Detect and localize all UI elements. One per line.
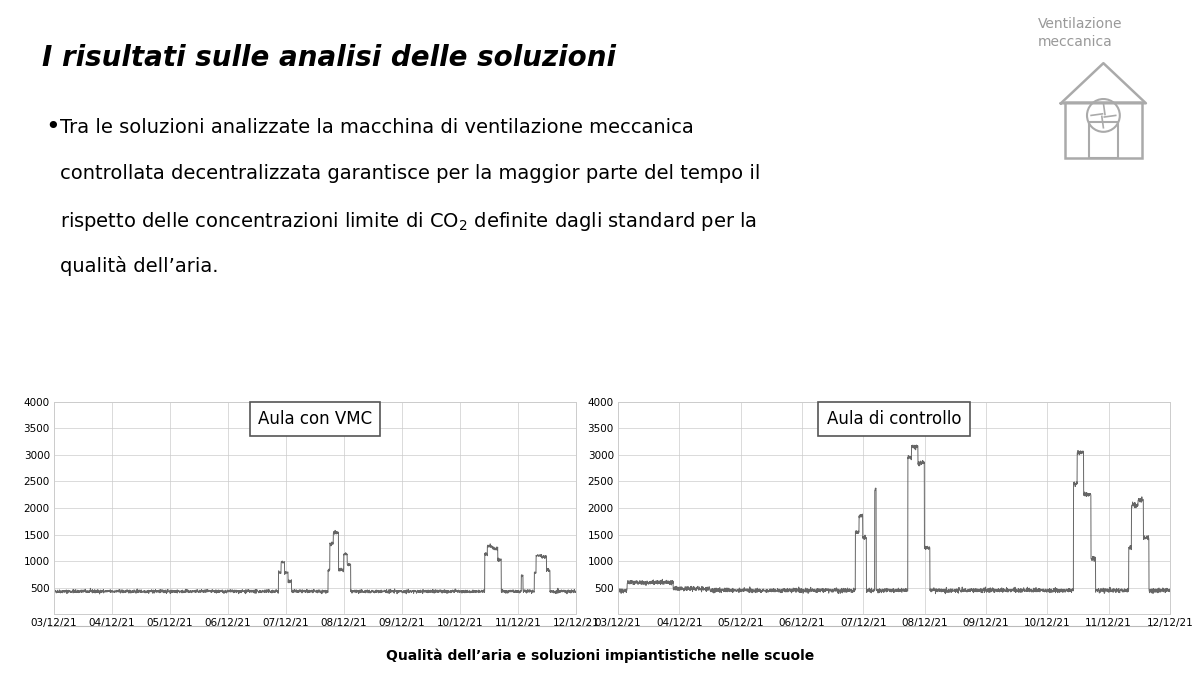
Text: Qualità dell’aria e soluzioni impiantistiche nelle scuole: Qualità dell’aria e soluzioni impiantist…	[386, 649, 814, 663]
Text: meccanica: meccanica	[1038, 35, 1112, 49]
Bar	[1088, 122, 1118, 158]
Text: Aula con VMC: Aula con VMC	[258, 410, 372, 428]
Text: Aula di controllo: Aula di controllo	[827, 410, 961, 428]
Bar	[1064, 102, 1142, 158]
Text: •: •	[46, 115, 60, 139]
Text: rispetto delle concentrazioni limite di CO$_2$ definite dagli standard per la: rispetto delle concentrazioni limite di …	[60, 210, 757, 233]
Text: qualità dell’aria.: qualità dell’aria.	[60, 256, 218, 276]
Text: controllata decentralizzata garantisce per la maggior parte del tempo il: controllata decentralizzata garantisce p…	[60, 164, 761, 183]
Text: I risultati sulle analisi delle soluzioni: I risultati sulle analisi delle soluzion…	[42, 44, 616, 72]
Text: Tra le soluzioni analizzate la macchina di ventilazione meccanica: Tra le soluzioni analizzate la macchina …	[60, 118, 694, 137]
Text: Ventilazione: Ventilazione	[1038, 17, 1122, 31]
